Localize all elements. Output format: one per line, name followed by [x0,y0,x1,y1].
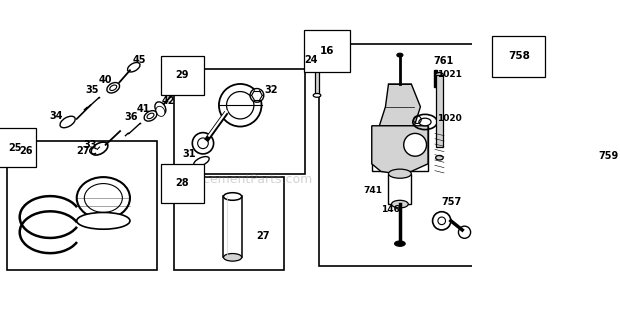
Ellipse shape [575,77,588,83]
Polygon shape [379,84,420,126]
Bar [389,174,411,204]
Text: 16: 16 [320,46,335,56]
Text: 759: 759 [599,151,619,161]
Text: 1021: 1021 [437,70,462,79]
Ellipse shape [174,85,185,94]
Ellipse shape [156,106,165,116]
Circle shape [219,84,262,126]
Text: 42: 42 [161,96,175,106]
Bar [533,73,594,103]
Ellipse shape [436,73,443,77]
Text: 31: 31 [182,149,196,159]
Text: 28: 28 [175,178,189,188]
Text: 1020: 1020 [437,114,462,123]
Text: 45: 45 [132,55,146,65]
Text: 741: 741 [364,186,383,195]
Text: 761: 761 [434,56,454,66]
Ellipse shape [155,102,166,115]
Text: 35: 35 [85,85,99,95]
Bar [174,177,283,270]
Bar [507,50,620,187]
Ellipse shape [91,142,108,155]
Ellipse shape [397,53,403,57]
Ellipse shape [128,62,140,72]
Ellipse shape [60,116,75,128]
Ellipse shape [77,212,130,229]
Text: 36: 36 [125,112,138,122]
Text: 41: 41 [136,104,149,114]
Polygon shape [372,126,428,174]
Ellipse shape [313,93,321,97]
Text: 34: 34 [50,111,63,121]
Ellipse shape [419,118,431,126]
Bar [223,196,242,257]
Bar [319,44,501,267]
Circle shape [404,133,427,156]
Bar [372,126,428,172]
Bar [7,141,157,270]
Circle shape [192,132,214,154]
Bar [315,65,319,95]
Text: 25: 25 [8,142,22,153]
Ellipse shape [77,177,130,219]
Bar [174,69,305,174]
Bar [575,80,588,122]
Text: 27: 27 [256,231,270,241]
Ellipse shape [389,169,411,178]
Ellipse shape [223,193,242,200]
Text: 24: 24 [304,55,317,65]
Text: 29: 29 [175,70,189,80]
Text: 757: 757 [441,197,462,207]
Bar [436,75,443,147]
Ellipse shape [313,63,321,67]
Text: 33: 33 [84,140,97,150]
Ellipse shape [392,200,408,208]
Text: 27: 27 [76,146,89,156]
Ellipse shape [436,156,443,160]
Text: 26: 26 [20,146,33,156]
Text: 32: 32 [264,85,277,95]
Text: 146: 146 [381,205,399,214]
Circle shape [250,89,264,102]
Ellipse shape [394,241,405,246]
Text: 758: 758 [508,51,529,61]
Bar [434,70,437,87]
Text: eReplacementParts.com: eReplacementParts.com [161,172,312,186]
Text: 45: 45 [179,78,192,88]
Text: 40: 40 [99,75,112,85]
Ellipse shape [223,253,242,261]
